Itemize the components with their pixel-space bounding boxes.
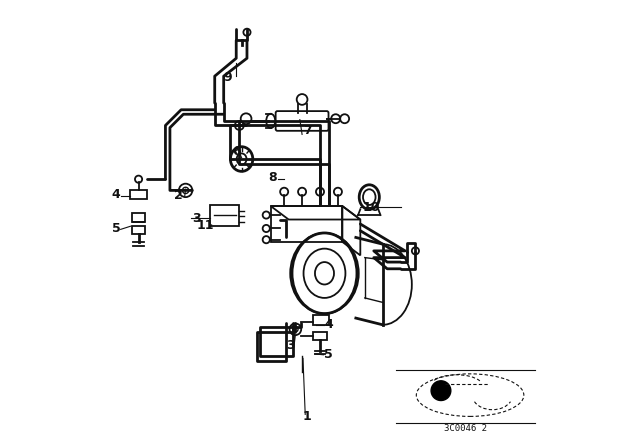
Text: 3: 3	[287, 339, 295, 352]
Text: 4: 4	[112, 188, 120, 201]
Circle shape	[431, 381, 451, 401]
Text: 5: 5	[324, 348, 333, 361]
Text: 10: 10	[362, 201, 380, 214]
Text: 9: 9	[224, 71, 232, 84]
Text: 5: 5	[112, 222, 120, 235]
Text: 4: 4	[324, 318, 333, 331]
Text: 8: 8	[269, 172, 277, 185]
Text: 2: 2	[174, 190, 183, 202]
Text: 1: 1	[303, 410, 311, 423]
Text: 3C0046 2: 3C0046 2	[444, 424, 487, 433]
Text: 6: 6	[233, 145, 241, 158]
Text: 7: 7	[303, 125, 312, 138]
Text: 3: 3	[192, 212, 201, 225]
Text: 11: 11	[197, 220, 214, 233]
